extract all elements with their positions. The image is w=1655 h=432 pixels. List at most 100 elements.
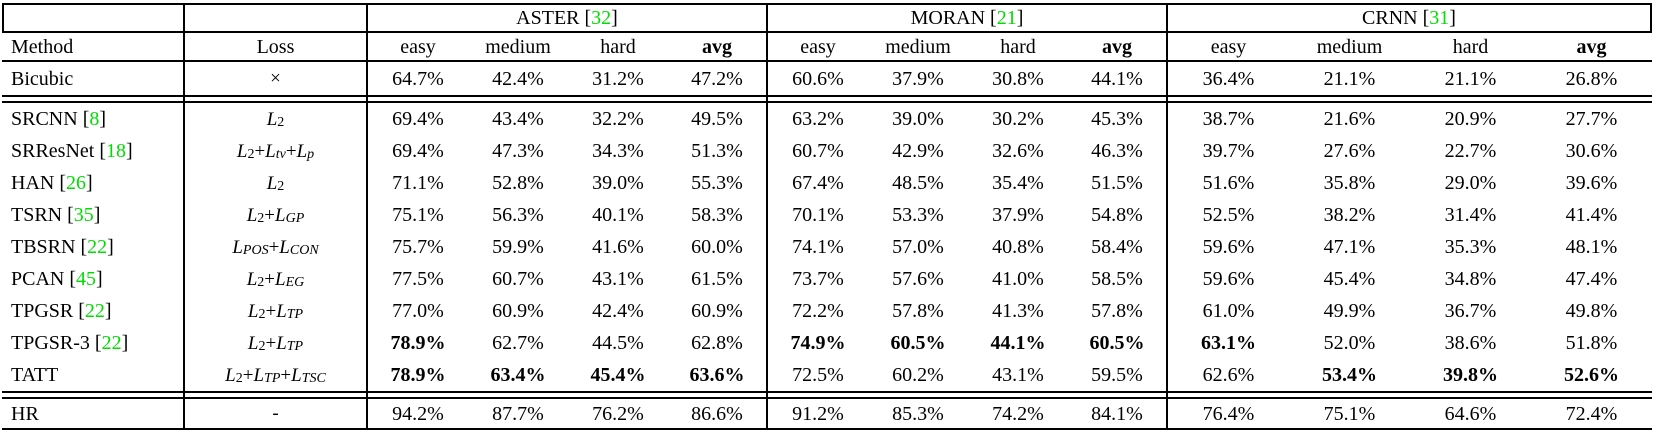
- value-cell: 39.7%: [1202, 140, 1255, 162]
- column-header-row: Method Loss easy medium hard avg easy medium h…: [2, 33, 1652, 62]
- value-cell: 58.4%: [1068, 231, 1168, 263]
- citation-link[interactable]: 22: [84, 300, 105, 322]
- value-cell: 42.4%: [592, 300, 644, 322]
- value-cell: 46.3%: [1068, 135, 1168, 167]
- divider-cell: [568, 391, 668, 399]
- citation-link[interactable]: 26: [66, 172, 87, 194]
- value-cell: 41.6%: [592, 236, 644, 258]
- citation-link[interactable]: 18: [106, 140, 127, 162]
- citation-link[interactable]: 32: [591, 7, 612, 29]
- method-label: HAN: [11, 172, 55, 194]
- divider-cell: [468, 391, 568, 399]
- table-row-tatt: TATT L 2 + L TP + L TSC 78.9% 63.4% 45.4% 63.6% 72.5%…: [2, 359, 1652, 391]
- value-cell: 44.1%: [990, 332, 1046, 354]
- value-cell: 74.2%: [968, 399, 1068, 430]
- value-cell: 51.5%: [1068, 167, 1168, 199]
- method-cell: Bicubic: [2, 62, 185, 95]
- value-cell: 38.6%: [1444, 332, 1497, 354]
- value-cell: 47.4%: [1565, 268, 1618, 290]
- citation-link[interactable]: 35: [73, 204, 94, 226]
- value-cell: 62.7%: [492, 332, 544, 354]
- value-cell: 59.9%: [492, 236, 544, 258]
- value-cell: 41.3%: [992, 300, 1044, 322]
- value-cell: 72.2%: [792, 300, 844, 322]
- value-cell: 36.7%: [1444, 300, 1497, 322]
- divider-cell: [1410, 95, 1531, 103]
- group-header-crnn: CRNN [31]: [1168, 3, 1652, 33]
- citation-link[interactable]: 22: [87, 236, 108, 258]
- value-cell: 52.5%: [1202, 204, 1255, 226]
- value-cell: 69.4%: [392, 108, 444, 130]
- value-cell: 76.4%: [1168, 399, 1289, 430]
- value-cell: 48.1%: [1565, 236, 1618, 258]
- table-body: Bicubic × 64.7% 42.4% 31.2% 47.2% 60.6% 37.9% 30…: [2, 62, 1652, 430]
- value-cell: 60.7%: [792, 140, 844, 162]
- table-row-srcnn: SRCNN [8] L 2 69.4% 43.4% 32.2% 49.5% 63.2% 39.0…: [2, 103, 1652, 135]
- value-cell: 69.4%: [392, 140, 444, 162]
- value-cell: 36.4%: [1202, 67, 1255, 90]
- loss-cell: L POS + L CON: [185, 231, 368, 263]
- group-header-moran: MORAN [21]: [768, 3, 1168, 33]
- value-cell: 49.9%: [1323, 300, 1376, 322]
- metric-header-avg: avg: [1068, 33, 1168, 62]
- value-cell: 76.2%: [568, 399, 668, 430]
- divider-cell: [1168, 391, 1289, 399]
- divider-cell: [468, 95, 568, 103]
- value-cell: 78.9%: [390, 364, 446, 386]
- citation-link[interactable]: 21: [996, 7, 1017, 29]
- citation-link[interactable]: 31: [1429, 7, 1450, 29]
- value-cell: 42.9%: [892, 140, 944, 162]
- value-cell: 27.7%: [1565, 108, 1618, 130]
- divider-cell: [368, 391, 468, 399]
- value-cell: 56.3%: [492, 204, 544, 226]
- table-row-bicubic: Bicubic × 64.7% 42.4% 31.2% 47.2% 60.6% 37.9% 30…: [2, 62, 1652, 95]
- value-cell: 60.2%: [892, 364, 944, 386]
- value-cell: 41.4%: [1565, 204, 1618, 226]
- divider-cell: [968, 391, 1068, 399]
- value-cell: 45.4%: [1323, 268, 1376, 290]
- value-cell: 45.3%: [1068, 103, 1168, 135]
- citation-link[interactable]: 45: [76, 268, 97, 290]
- value-cell: 63.6%: [668, 359, 768, 391]
- empty-loss-header-cell: [185, 3, 368, 33]
- metric-header-medium: medium: [1289, 33, 1410, 62]
- method-cell: TPGSR-3 [22]: [2, 327, 185, 359]
- value-cell: 35.8%: [1323, 172, 1376, 194]
- citation-link[interactable]: 22: [101, 332, 122, 354]
- value-cell: 63.4%: [490, 364, 546, 386]
- loss-cell: ×: [185, 62, 368, 95]
- value-cell: 52.0%: [1323, 332, 1376, 354]
- citation-link[interactable]: 8: [89, 108, 100, 130]
- value-cell: 57.8%: [1068, 295, 1168, 327]
- value-cell: 38.2%: [1323, 204, 1376, 226]
- value-cell: 44.5%: [592, 332, 644, 354]
- value-cell: 55.3%: [668, 167, 768, 199]
- value-cell: 87.7%: [468, 399, 568, 430]
- divider-cell: [668, 391, 768, 399]
- value-cell: 63.2%: [792, 108, 844, 130]
- divider-cell: [2, 95, 185, 103]
- value-cell: 52.6%: [1564, 364, 1619, 386]
- divider-cell: [568, 95, 668, 103]
- value-cell: 58.5%: [1068, 263, 1168, 295]
- value-cell: 63.1%: [1201, 332, 1256, 354]
- value-cell: 72.4%: [1531, 399, 1652, 430]
- value-cell: 75.1%: [392, 204, 444, 226]
- value-cell: 35.3%: [1444, 236, 1497, 258]
- method-label: TBSRN: [11, 236, 76, 258]
- empty-method-header-cell: [2, 3, 185, 33]
- value-cell: 72.5%: [792, 364, 844, 386]
- divider-cell: [368, 95, 468, 103]
- value-cell: 30.8%: [992, 67, 1044, 90]
- metric-header-hard: hard: [1410, 33, 1531, 62]
- value-cell: 60.5%: [890, 332, 946, 354]
- value-cell: 64.6%: [1410, 399, 1531, 430]
- value-cell: 54.8%: [1068, 199, 1168, 231]
- value-cell: 35.4%: [992, 172, 1044, 194]
- value-cell: 30.2%: [992, 108, 1044, 130]
- value-cell: 34.8%: [1444, 268, 1497, 290]
- value-cell: 39.0%: [592, 172, 644, 194]
- value-cell: 60.0%: [668, 231, 768, 263]
